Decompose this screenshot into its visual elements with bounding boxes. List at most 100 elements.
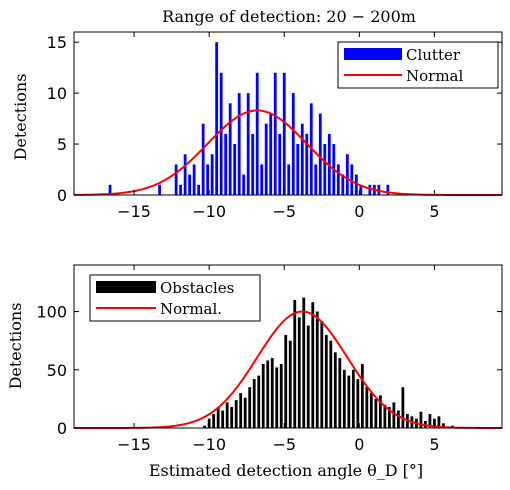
bottom-ytick-label: 100 xyxy=(36,303,67,322)
bottom-bar xyxy=(252,379,256,428)
bottom-bar xyxy=(288,340,292,428)
top-chart: −15 −10 −5 0 5 0 5 10 15 Clutter Normal xyxy=(47,31,503,221)
top-bar xyxy=(368,184,372,195)
bottom-bar xyxy=(248,387,252,428)
top-bar xyxy=(233,144,237,195)
bottom-bar xyxy=(320,320,324,428)
bottom-bar xyxy=(333,352,337,428)
bottom-bar xyxy=(270,358,274,428)
bottom-bar xyxy=(374,398,378,428)
bottom-bar xyxy=(212,414,216,428)
bottom-bar xyxy=(351,369,355,428)
bottom-bar xyxy=(442,423,445,428)
top-ytick-label: 15 xyxy=(47,33,67,52)
top-bar xyxy=(350,164,354,195)
top-bar xyxy=(336,164,340,195)
top-bar xyxy=(359,184,363,195)
bottom-xtick-label: −15 xyxy=(117,435,151,454)
bottom-bar xyxy=(365,387,369,428)
top-legend-line-label: Normal xyxy=(406,67,463,85)
top-bar xyxy=(291,93,295,196)
bottom-ytick-label: 50 xyxy=(47,361,67,380)
top-bar xyxy=(269,113,273,195)
top-bar xyxy=(323,144,327,195)
bottom-bar xyxy=(266,360,270,428)
bottom-axes-frame xyxy=(73,264,503,429)
bottom-bar xyxy=(293,299,297,428)
top-bar xyxy=(318,113,322,195)
bottom-bar xyxy=(239,393,243,428)
bottom-bar xyxy=(306,325,310,428)
top-bar xyxy=(192,164,196,195)
bottom-bar xyxy=(396,410,400,428)
bottom-bar xyxy=(284,334,288,428)
bottom-bar xyxy=(297,317,301,428)
bottom-xtick-label: 0 xyxy=(354,435,364,454)
top-bar xyxy=(108,184,112,195)
bottom-bar xyxy=(419,411,423,428)
top-bar xyxy=(224,133,228,196)
top-bar xyxy=(305,133,309,196)
bottom-legend-bar-swatch xyxy=(96,281,156,293)
bottom-bar xyxy=(401,387,405,428)
top-bar xyxy=(219,72,223,195)
bottom-bar xyxy=(338,358,342,428)
bottom-bar xyxy=(329,340,333,428)
top-bar xyxy=(237,93,241,196)
bottom-bar xyxy=(261,363,265,428)
top-ytick-label: 10 xyxy=(47,84,67,103)
bottom-bar xyxy=(216,407,220,428)
top-bar xyxy=(174,164,178,195)
top-bar xyxy=(158,184,161,195)
top-chart-title: Range of detection: 20 − 200m xyxy=(162,7,416,26)
top-bar xyxy=(206,164,210,195)
bottom-bar xyxy=(378,395,382,428)
top-bar xyxy=(246,93,250,196)
bottom-bar xyxy=(257,375,261,428)
bottom-bar xyxy=(275,367,279,428)
bottom-bar xyxy=(311,302,315,428)
bottom-bar xyxy=(428,414,432,428)
bottom-xtick-label: 5 xyxy=(429,435,439,454)
bottom-bar xyxy=(203,425,207,428)
top-xtick-label: −5 xyxy=(272,202,296,221)
top-bar xyxy=(345,154,349,195)
top-bar xyxy=(188,174,192,196)
top-bar xyxy=(278,133,282,196)
bottom-xtick-label: −10 xyxy=(192,435,226,454)
top-bar xyxy=(264,123,268,195)
top-ytick-label: 5 xyxy=(57,135,67,154)
bottom-bar xyxy=(369,393,373,428)
top-legend-bar-label: Clutter xyxy=(406,46,461,64)
bottom-bar xyxy=(437,416,441,428)
top-bar xyxy=(341,174,345,196)
top-bar xyxy=(273,72,277,195)
bottom-legend-bar-label: Obstacles xyxy=(160,279,234,297)
bottom-bar xyxy=(279,363,283,428)
top-xtick-label: −15 xyxy=(117,202,151,221)
top-bar xyxy=(287,164,291,195)
bottom-bar xyxy=(342,369,346,428)
top-bar xyxy=(201,123,205,195)
bottom-ytick-label: 0 xyxy=(57,419,67,438)
top-bar xyxy=(282,72,286,195)
bottom-bar xyxy=(356,379,360,428)
top-axes-frame xyxy=(73,31,503,196)
bottom-bar xyxy=(360,363,364,428)
top-bar xyxy=(179,184,183,195)
top-bar xyxy=(242,174,246,196)
top-bar xyxy=(255,72,259,195)
top-bar xyxy=(228,103,232,195)
top-xtick-label: 0 xyxy=(354,202,364,221)
top-bar xyxy=(251,133,255,196)
top-bar xyxy=(296,144,300,195)
bottom-bar xyxy=(324,334,328,428)
bottom-normal-curve xyxy=(74,310,502,429)
top-bar xyxy=(183,154,187,195)
top-xtick-label: −10 xyxy=(192,202,226,221)
bottom-bar xyxy=(234,400,238,428)
top-bar xyxy=(215,42,219,195)
bottom-bar xyxy=(392,402,396,428)
